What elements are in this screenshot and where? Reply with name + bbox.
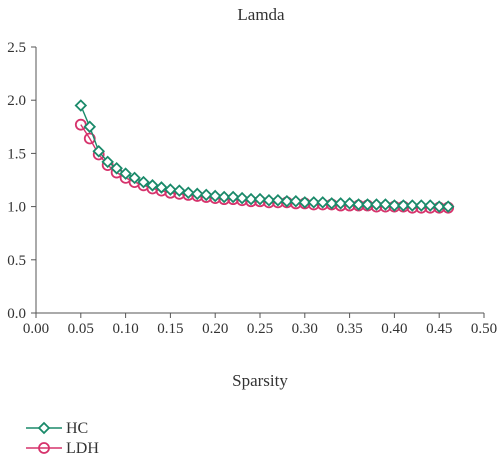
- legend-item-hc: HC: [26, 420, 88, 437]
- x-tick-label: 0.45: [426, 321, 452, 337]
- data-point-hc: [244, 192, 258, 206]
- chart-title: Lamda: [237, 5, 285, 24]
- x-tick-label: 0.35: [336, 321, 362, 337]
- x-tick-label: 0.15: [157, 321, 183, 337]
- data-point-hc: [280, 195, 294, 208]
- x-tick-label: 0.40: [381, 321, 407, 337]
- data-point-hc: [217, 190, 231, 204]
- data-point-hc: [379, 198, 392, 211]
- series-line-ldh: [80, 124, 449, 209]
- data-point-hc: [253, 192, 267, 206]
- data-point-hc: [226, 190, 240, 204]
- data-point-hc: [370, 198, 383, 211]
- data-point-hc: [74, 99, 88, 112]
- legend-marker-hc: [37, 421, 51, 435]
- data-point-hc: [307, 196, 321, 209]
- data-point-hc: [83, 120, 97, 134]
- y-tick-label: 0.0: [7, 306, 26, 322]
- y-tick-label: 2.0: [7, 93, 26, 109]
- data-point-hc: [423, 199, 437, 212]
- data-point-hc: [137, 175, 150, 189]
- data-point-hc: [128, 171, 141, 185]
- data-point-hc: [208, 189, 222, 203]
- data-point-hc: [271, 193, 285, 207]
- data-point-hc: [146, 179, 159, 192]
- x-tick-label: 0.05: [68, 321, 94, 337]
- data-point-hc: [164, 183, 177, 196]
- data-point-hc: [432, 200, 446, 213]
- data-point-hc: [182, 186, 195, 200]
- x-tick-label: 0.20: [202, 321, 228, 337]
- legend-label-hc: HC: [66, 420, 88, 437]
- data-point-hc: [361, 198, 374, 211]
- x-tick-label: 0.30: [292, 321, 318, 337]
- y-tick-label: 2.5: [7, 40, 26, 56]
- series-line-hc: [80, 105, 449, 208]
- x-tick-label: 0.50: [471, 321, 497, 337]
- data-point-hc: [92, 144, 105, 158]
- data-point-hc: [110, 162, 123, 175]
- data-point-hc: [101, 155, 114, 169]
- data-point-hc: [155, 181, 168, 194]
- legend-item-ldh: LDH: [26, 440, 99, 457]
- y-tick-label: 0.5: [7, 253, 26, 269]
- data-point-hc: [289, 195, 303, 208]
- data-point-hc: [343, 197, 356, 210]
- data-point-hc: [352, 198, 365, 211]
- data-point-hc: [262, 193, 276, 207]
- x-axis: 0.00 0.05 0.10 0.15 0.20 0.25 0.30 0.35 0.40 0.45…: [23, 313, 497, 337]
- data-point-hc: [406, 199, 419, 212]
- data-point-hc: [298, 196, 312, 209]
- legend-label-ldh: LDH: [66, 440, 99, 457]
- data-point-hc: [191, 187, 204, 201]
- y-tick-label: 1.5: [7, 146, 26, 162]
- data-point-hc: [415, 199, 428, 212]
- data-point-hc: [173, 184, 186, 197]
- data-point-hc: [325, 197, 338, 210]
- data-point-hc: [235, 191, 249, 205]
- data-point-hc: [397, 199, 410, 212]
- x-tick-label: 0.00: [23, 321, 49, 337]
- x-tick-label: 0.25: [247, 321, 273, 337]
- series-group: [74, 99, 455, 214]
- legend-marker-ldh: [38, 442, 50, 454]
- x-axis-title: Sparsity: [232, 371, 288, 390]
- data-point-hc: [334, 197, 347, 210]
- data-point-hc: [388, 199, 401, 212]
- data-point-hc: [199, 188, 213, 202]
- x-tick-label: 0.10: [112, 321, 138, 337]
- data-point-hc: [316, 196, 329, 209]
- y-axis: 0.0 0.5 1.0 1.5 2.0 2.5: [7, 40, 36, 322]
- y-tick-label: 1.0: [7, 200, 26, 216]
- data-point-hc: [441, 200, 455, 213]
- data-point-hc: [119, 167, 132, 180]
- legend: HC LDH: [26, 420, 99, 457]
- series-hc: [74, 99, 455, 213]
